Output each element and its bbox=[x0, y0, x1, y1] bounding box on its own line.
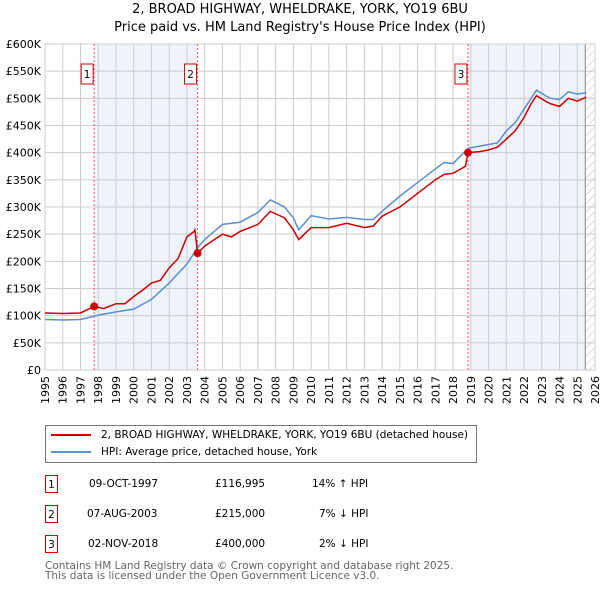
x-tick-label: 2004 bbox=[199, 376, 212, 404]
x-tick-label: 1997 bbox=[74, 376, 87, 404]
x-tick-label: 2011 bbox=[323, 376, 336, 404]
series-line bbox=[44, 94, 587, 315]
x-tick-label: 2018 bbox=[447, 376, 460, 404]
x-tick-label: 2024 bbox=[554, 376, 567, 404]
sale-point bbox=[463, 148, 472, 157]
x-tick-label: 2023 bbox=[536, 376, 549, 404]
sale-date: 09-OCT-1997 bbox=[89, 478, 158, 490]
y-tick-label: £550K bbox=[6, 65, 42, 78]
x-tick-label: 2002 bbox=[163, 376, 176, 404]
y-tick-label: £250K bbox=[6, 228, 42, 241]
price-chart: 1995 1996 1997 1998 1999 2000 2001 2002 2003 2004… bbox=[6, 38, 600, 404]
sale-label: 3 bbox=[458, 69, 465, 81]
marker-badge: 2 bbox=[45, 505, 58, 523]
x-tick-label: 2019 bbox=[465, 376, 478, 404]
y-tick-label: £350K bbox=[6, 174, 42, 187]
x-tick-label: 2000 bbox=[128, 376, 141, 404]
chart-subtitle: Price paid vs. HM Land Registry's House … bbox=[114, 20, 486, 35]
legend-swatch-blue bbox=[51, 451, 91, 453]
x-tick-label: 2008 bbox=[270, 376, 283, 404]
y-tick-label: £0 bbox=[27, 364, 41, 377]
marker-badge: 1 bbox=[45, 475, 58, 493]
x-tick-label: 2001 bbox=[145, 376, 158, 404]
series-line bbox=[44, 89, 587, 321]
y-tick-label: £450K bbox=[6, 120, 42, 133]
plot-border bbox=[44, 43, 596, 371]
y-tick-label: £100K bbox=[6, 310, 42, 323]
footer: Contains HM Land Registry data © Crown c… bbox=[45, 560, 454, 582]
marker-badge: 3 bbox=[45, 535, 58, 553]
x-tick-label: 2007 bbox=[252, 376, 265, 404]
chart-title: 2, BROAD HIGHWAY, WHELDRAKE, YORK, YO19 … bbox=[132, 2, 468, 17]
transaction-row: 3 02-NOV-2018 £400,000 2% ↓ HPI bbox=[45, 535, 445, 555]
sale-label-box bbox=[80, 63, 94, 85]
y-tick-label: £300K bbox=[6, 201, 42, 214]
y-tick-label: £500K bbox=[6, 92, 42, 105]
legend: 2, BROAD HIGHWAY, WHELDRAKE, YORK, YO19 … bbox=[45, 425, 477, 463]
x-tick-label: 2026 bbox=[589, 376, 600, 404]
x-tick-label: 2003 bbox=[181, 376, 194, 404]
x-tick-label: 2010 bbox=[305, 376, 318, 404]
y-tick-label: £150K bbox=[6, 283, 42, 296]
x-tick-label: 1995 bbox=[39, 376, 52, 404]
sale-point bbox=[193, 249, 202, 258]
hpi-diff: 2% ↓ HPI bbox=[319, 538, 369, 550]
sale-label: 1 bbox=[84, 69, 91, 81]
sale-date: 07-AUG-2003 bbox=[87, 508, 158, 520]
sale-price: £215,000 bbox=[215, 508, 266, 520]
footer-line: This data is licensed under the Open Gov… bbox=[45, 570, 380, 582]
legend-label: 2, BROAD HIGHWAY, WHELDRAKE, YORK, YO19 … bbox=[101, 429, 469, 441]
hpi-diff: 14% ↑ HPI bbox=[312, 478, 369, 490]
x-tick-label: 2009 bbox=[287, 376, 300, 404]
x-tick-label: 2017 bbox=[429, 376, 442, 404]
sale-label-box bbox=[454, 63, 468, 85]
legend-swatch-red bbox=[51, 434, 91, 436]
transaction-row: 1 09-OCT-1997 £116,995 14% ↑ HPI bbox=[45, 475, 445, 495]
sale-label-box bbox=[184, 63, 198, 85]
x-tick-label: 2021 bbox=[500, 376, 513, 404]
x-tick-label: 1999 bbox=[110, 376, 123, 404]
footer-line: Contains HM Land Registry data © Crown c… bbox=[45, 560, 454, 572]
legend-label: HPI: Average price, detached house, York bbox=[101, 446, 318, 458]
y-tick-label: £200K bbox=[6, 255, 42, 268]
x-tick-label: 2014 bbox=[376, 376, 389, 404]
x-tick-label: 1996 bbox=[57, 376, 70, 404]
sale-label: 2 bbox=[187, 69, 194, 81]
y-tick-label: £600K bbox=[6, 38, 42, 51]
sale-price: £116,995 bbox=[215, 478, 266, 490]
x-tick-label: 2015 bbox=[394, 376, 407, 404]
x-tick-label: 2016 bbox=[412, 376, 425, 404]
sale-date: 02-NOV-2018 bbox=[88, 538, 159, 550]
x-tick-label: 2005 bbox=[216, 376, 229, 404]
y-tick-label: £400K bbox=[6, 147, 42, 160]
x-tick-label: 2006 bbox=[234, 376, 247, 404]
sale-price: £400,000 bbox=[215, 538, 266, 550]
hpi-diff: 7% ↓ HPI bbox=[319, 508, 369, 520]
x-tick-label: 2022 bbox=[518, 376, 531, 404]
x-tick-label: 2012 bbox=[341, 376, 354, 404]
sale-point bbox=[90, 302, 99, 311]
legend-item-hpi: HPI: Average price, detached house, York bbox=[51, 446, 317, 458]
x-tick-label: 2025 bbox=[571, 376, 584, 404]
x-tick-label: 1998 bbox=[92, 376, 105, 404]
transaction-row: 2 07-AUG-2003 £215,000 7% ↓ HPI bbox=[45, 505, 445, 525]
legend-item-property: 2, BROAD HIGHWAY, WHELDRAKE, YORK, YO19 … bbox=[51, 429, 468, 441]
x-tick-label: 2020 bbox=[483, 376, 496, 404]
x-tick-label: 2013 bbox=[358, 376, 371, 404]
y-tick-label: £50K bbox=[13, 337, 42, 350]
